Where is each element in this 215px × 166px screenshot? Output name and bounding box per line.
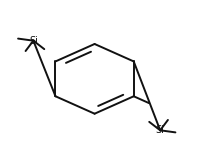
- Text: Si: Si: [29, 36, 38, 46]
- Text: Si: Si: [156, 125, 165, 135]
